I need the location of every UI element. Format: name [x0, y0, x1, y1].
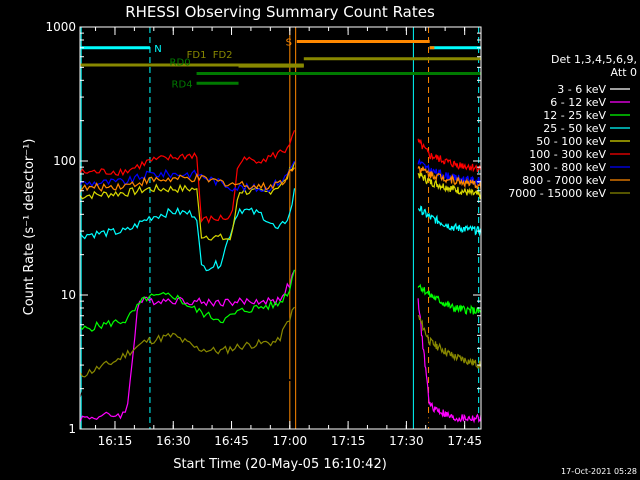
- legend-label-1: 6 - 12 keV: [550, 96, 606, 109]
- flag-label-6: FD2: [213, 50, 233, 61]
- legend-label-2: 12 - 25 keV: [543, 109, 606, 122]
- series-line-2-1: [417, 283, 482, 315]
- x-axis-label: Start Time (20-May-05 16:10:42): [173, 457, 387, 472]
- series-line-8-0: [79, 306, 295, 378]
- x-tick-label-5: 17:30: [389, 434, 424, 448]
- x-tick-label-2: 16:45: [214, 434, 249, 448]
- series-line-1-0: [79, 269, 296, 423]
- y-tick-label-2: 100: [53, 154, 76, 168]
- series-line-5-0: [79, 130, 296, 224]
- series-line-5-1: [417, 138, 482, 173]
- y-tick-label-1: 10: [61, 288, 76, 302]
- chart-title: RHESSI Observing Summary Count Rates: [125, 3, 435, 21]
- series-lines: [79, 130, 482, 429]
- series-line-8-1: [417, 314, 482, 370]
- x-tick-label-4: 17:15: [331, 434, 366, 448]
- legend-label-4: 50 - 100 keV: [536, 135, 606, 148]
- x-tick-label-1: 16:30: [156, 434, 191, 448]
- series-line-3-0: [79, 188, 296, 272]
- legend-header-1: Att 0: [611, 66, 637, 79]
- x-tick-label-6: 17:45: [447, 434, 482, 448]
- series-line-1-1: [417, 298, 482, 424]
- series-line-4-1: [417, 171, 482, 200]
- legend-label-5: 100 - 300 keV: [529, 148, 606, 161]
- legend-label-0: 3 - 6 keV: [557, 83, 606, 96]
- legend-label-6: 300 - 800 keV: [529, 161, 606, 174]
- series-line-7-1: [417, 165, 482, 190]
- series-line-0-1: [417, 413, 482, 429]
- legend-label-7: 800 - 7000 keV: [522, 174, 606, 187]
- timestamp: 17-Oct-2021 05:28: [561, 467, 637, 476]
- series-line-7-0: [79, 167, 295, 193]
- legend-header-0: Det 1,3,4,5,6,9,: [551, 53, 637, 66]
- legend-label-8: 7000 - 15000 keV: [508, 187, 606, 200]
- series-line-3-1: [417, 205, 482, 237]
- y-tick-label-3: 1000: [45, 20, 76, 34]
- y-tick-label-0: 1: [68, 422, 76, 436]
- axes: 1 10 100 1000 16:15 16:30 16:45 17:00 17:15 17:30…: [45, 20, 482, 448]
- flag-bars: N S FD1 FD2 RD0 RD4: [80, 37, 481, 90]
- series-line-2-0: [79, 269, 296, 332]
- axes-frame: [79, 26, 482, 430]
- flag-label-8: RD4: [172, 79, 193, 90]
- flag-label-0: N: [154, 44, 161, 55]
- series-line-6-0: [79, 160, 296, 193]
- x-tick-label-0: 16:15: [98, 434, 133, 448]
- y-axis-label: Count Rate (s⁻¹ detector⁻¹): [22, 139, 37, 316]
- legend-label-3: 25 - 50 keV: [543, 122, 606, 135]
- flag-label-4: FD1: [187, 50, 207, 61]
- flag-label-2: S: [286, 37, 292, 48]
- series-line-0-0: [79, 378, 295, 406]
- flag-label-7: RD0: [170, 57, 191, 68]
- x-tick-label-3: 17:00: [273, 434, 308, 448]
